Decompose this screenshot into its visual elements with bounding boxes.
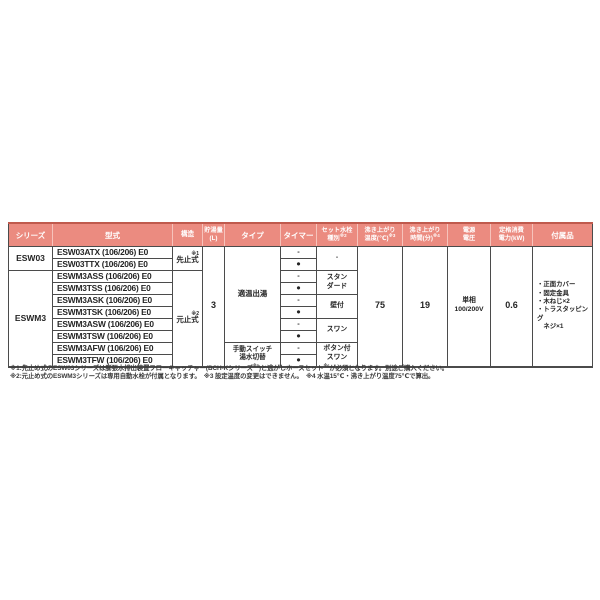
timer-cell: ● <box>280 258 317 271</box>
table-row: ESWM3TSW (106/206) E0 ● <box>9 330 593 343</box>
model-cell: ESWM3TFW (106/206) E0 <box>52 354 173 367</box>
model-cell: ESWM3ASK (106/206) E0 <box>52 294 173 307</box>
footnote-line-2: ※2:元止め式のESWM3シリーズは専用自動水栓が付属となります。 ※3 設定温… <box>10 372 435 380</box>
col-header-type: タイプ <box>224 222 281 247</box>
table-row: ESWM3TSK (106/206) E0 ● <box>9 306 593 319</box>
model-cell: ESWM3ASW (106/206) E0 <box>52 318 173 331</box>
table-header: シリーズ 型式 構造 貯湯量 (L) タイプ タイマー セット水栓 種別※2 沸… <box>8 222 593 247</box>
series-cell-eswm3: ESWM3 <box>8 270 53 367</box>
timer-cell: ● <box>280 282 317 295</box>
faucet-cell-standard: スタン ダード <box>316 270 358 295</box>
timer-cell: - <box>280 294 317 307</box>
col-header-faucet: セット水栓 種別※2 <box>316 222 358 247</box>
structure-cell-sakidome: ※1 先止式 <box>172 246 203 271</box>
col-header-accessories: 付属品 <box>532 222 593 247</box>
col-header-series: シリーズ <box>8 222 53 247</box>
boil-temp-cell: 75 <box>357 246 403 367</box>
accessories-cell: ・正面カバー ・固定金具 ・木ねじ×2 ・トラスタッピング ネジ×1 <box>532 246 593 367</box>
type-cell-manual-switch: 手動スイッチ 湯水切替 <box>224 342 281 367</box>
footnote-line-1: ※1:先止め式のESW03シリーズは膨張水排出装置フローキャッチャー(BCH-K… <box>10 362 449 372</box>
table-body: ESW03 ESW03ATX (106/206) E0 ※1 先止式 3 適温出… <box>8 246 593 367</box>
capacity-cell: 3 <box>202 246 225 367</box>
timer-cell: ● <box>280 354 317 367</box>
col-header-capacity: 貯湯量 (L) <box>202 222 225 247</box>
col-header-timer: タイマー <box>280 222 317 247</box>
col-header-structure: 構造 <box>172 222 203 247</box>
series-cell-esw03: ESW03 <box>8 246 53 271</box>
faucet-cell-swan: スワン <box>316 318 358 343</box>
table-row: ESWM3TFW (106/206) E0 ● <box>9 354 593 367</box>
timer-cell: - <box>280 318 317 331</box>
model-cell: ESWM3TSW (106/206) E0 <box>52 330 173 343</box>
model-cell: ESWM3TSK (106/206) E0 <box>52 306 173 319</box>
type-cell-tekion: 適温出湯 <box>224 246 281 343</box>
timer-cell: ● <box>280 306 317 319</box>
col-header-power: 定格消費 電力(kW) <box>490 222 533 247</box>
model-cell: ESWM3AFW (106/206) E0 <box>52 342 173 355</box>
table-row: ESWM3 ESWM3ASS (106/206) E0 ※2 元止式 - スタン… <box>8 270 593 367</box>
table-row: ESW03TTX (106/206) E0 ● <box>9 258 593 271</box>
col-header-model: 型式 <box>52 222 173 247</box>
table-row: ESWM3TSS (106/206) E0 ● <box>9 282 593 295</box>
voltage-cell: 単相 100/200V <box>447 246 491 367</box>
col-header-boil-time: 沸き上がり 時間(分)※4 <box>402 222 448 247</box>
timer-cell: - <box>280 342 317 355</box>
model-cell: ESW03ATX (106/206) E0 <box>52 246 173 259</box>
table-row: ESWM3ASK (106/206) E0 - 壁付 <box>9 294 593 319</box>
table-row: ESWM3AFW (106/206) E0 手動スイッチ 湯水切替 - ボタン付… <box>9 342 593 367</box>
structure-cell-motodome: ※2 元止式 <box>172 270 203 367</box>
boil-time-cell: 19 <box>402 246 448 367</box>
product-spec-table: シリーズ 型式 構造 貯湯量 (L) タイプ タイマー セット水栓 種別※2 沸… <box>8 222 593 368</box>
model-cell: ESW03TTX (106/206) E0 <box>52 258 173 271</box>
col-header-boil-temp: 沸き上がり 温度(℃)※3 <box>357 222 403 247</box>
model-cell: ESWM3ASS (106/206) E0 <box>52 270 173 283</box>
timer-cell: ● <box>280 330 317 343</box>
faucet-cell-button-swan: ボタン付 スワン <box>316 342 358 367</box>
model-cell: ESWM3TSS (106/206) E0 <box>52 282 173 295</box>
timer-cell: - <box>280 246 317 259</box>
power-cell: 0.6 <box>490 246 533 367</box>
faucet-cell-none: - <box>316 246 358 271</box>
table-row: ESW03 ESW03ATX (106/206) E0 ※1 先止式 3 適温出… <box>8 246 593 367</box>
faucet-cell-wall: 壁付 <box>316 294 358 319</box>
col-header-voltage: 電源 電圧 <box>447 222 491 247</box>
timer-cell: - <box>280 270 317 283</box>
footnotes: ※1:先止め式のESW03シリーズは膨張水排出装置フローキャッチャー(BCH-K… <box>10 362 592 380</box>
